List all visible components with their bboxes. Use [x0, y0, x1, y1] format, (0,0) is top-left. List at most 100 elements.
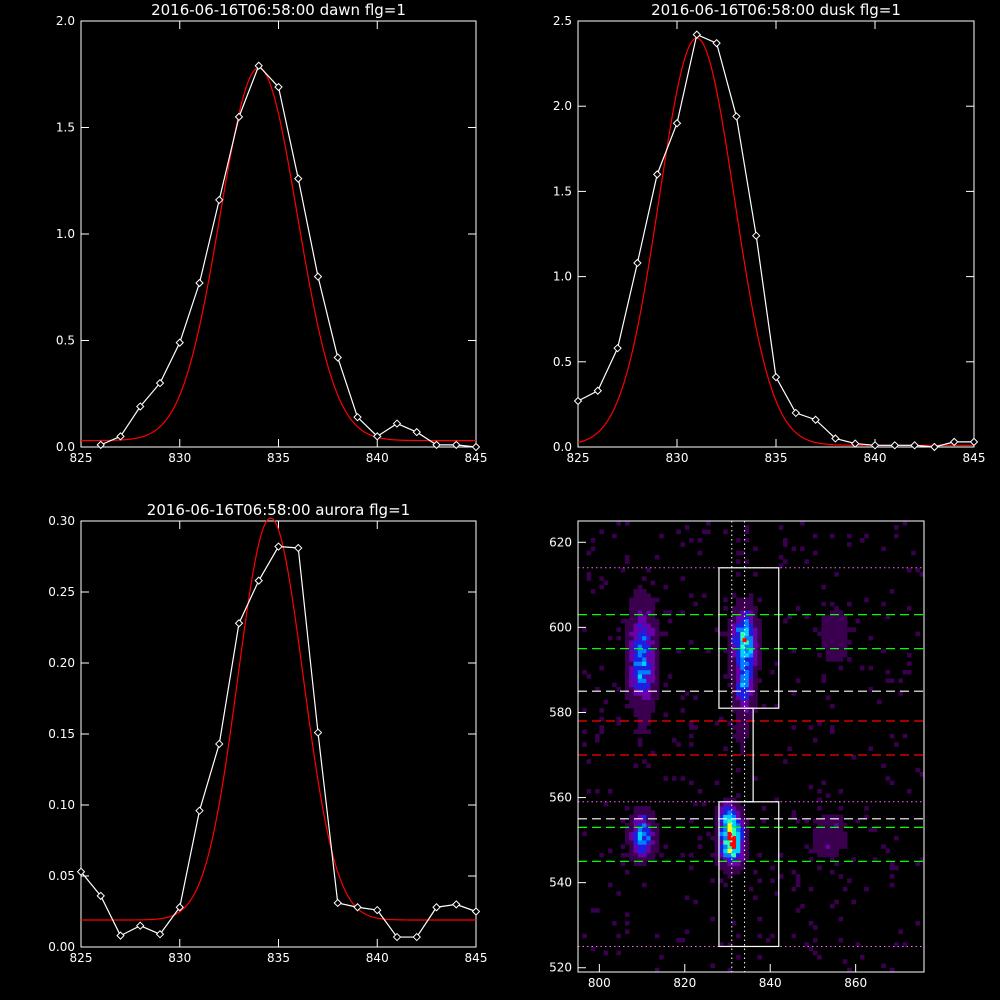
heatmap-cell	[646, 703, 651, 709]
heatmap-cell	[642, 669, 647, 675]
heatmap-cell	[706, 529, 711, 535]
heatmap-cell	[637, 610, 643, 615]
heatmap-cell	[633, 844, 639, 849]
heatmap-cell	[637, 703, 643, 709]
heatmap-cell	[642, 810, 647, 815]
heatmap-cell	[783, 538, 788, 543]
heatmap-cell	[744, 729, 750, 735]
heatmap-cell	[740, 606, 745, 611]
data-point	[313, 272, 323, 281]
heatmap-cell	[714, 835, 720, 841]
heatmap-cell	[642, 716, 647, 722]
heatmap-cell	[629, 648, 634, 654]
heatmap-cell	[838, 937, 844, 943]
heatmap-cell	[740, 737, 745, 743]
y-tick-label: 1.5	[56, 121, 75, 135]
heatmap-cell	[616, 720, 622, 726]
heatmap-cell	[633, 674, 639, 679]
heatmap-cell	[830, 848, 835, 854]
heatmap-cell	[642, 827, 647, 832]
heatmap-cell	[624, 682, 630, 688]
heatmap-cell	[633, 763, 639, 769]
heatmap-cell	[727, 801, 733, 807]
heatmap-cell	[902, 669, 908, 675]
heatmap-cell	[624, 835, 630, 841]
heatmap-cell	[684, 525, 690, 530]
heatmap-cell	[825, 848, 831, 854]
heatmap-cell	[736, 865, 741, 871]
heatmap-cell	[637, 857, 643, 862]
heatmap-cell	[736, 610, 741, 615]
heatmap-cell	[650, 614, 656, 620]
heatmap-cell	[646, 810, 651, 815]
heatmap-cell	[740, 818, 745, 824]
heatmap-cell	[646, 857, 651, 862]
heatmap-cell	[731, 840, 737, 845]
heatmap-cell	[812, 737, 818, 743]
heatmap-cell	[723, 597, 728, 603]
heatmap-cell	[864, 886, 869, 892]
heatmap-cell	[808, 848, 814, 854]
heatmap-cell	[731, 733, 737, 739]
heatmap-cell	[834, 844, 839, 849]
heatmap-cell	[753, 614, 758, 620]
heatmap-cell	[731, 708, 737, 713]
heatmap-cell	[693, 601, 698, 607]
heatmap-cell	[830, 831, 835, 837]
heatmap-cell	[642, 631, 647, 637]
heatmap-cell	[906, 652, 912, 658]
heatmap-cell	[812, 827, 818, 832]
heatmap-cell	[616, 635, 622, 641]
heatmap-cell	[646, 674, 651, 679]
heatmap-cell	[718, 852, 724, 858]
heatmap-cell	[642, 848, 647, 854]
heatmap-cell	[731, 610, 737, 615]
x-tick-label: 835	[765, 451, 788, 465]
heatmap-cell	[825, 818, 831, 824]
heatmap-cell	[812, 950, 818, 956]
heatmap-cell	[889, 967, 895, 973]
heatmap-cell	[731, 635, 737, 641]
heatmap-cell	[624, 929, 630, 934]
heatmap-cell	[736, 614, 741, 620]
heatmap-cell	[642, 818, 647, 824]
heatmap-cell	[744, 623, 750, 628]
heatmap-cell	[757, 657, 762, 662]
heatmap-cell	[881, 963, 886, 969]
heatmap-cell	[654, 618, 660, 624]
heatmap-cell	[646, 708, 651, 713]
heatmap-cell	[825, 852, 831, 858]
data-point	[692, 30, 702, 39]
heatmap-cell	[607, 635, 613, 641]
heatmap-cell	[637, 593, 643, 598]
heatmap-cell	[838, 610, 844, 615]
heatmap-cell	[624, 521, 630, 526]
heatmap-cell	[830, 823, 835, 828]
heatmap-cell	[637, 848, 643, 854]
heatmap-cell	[778, 874, 784, 879]
heatmap-cell	[842, 627, 848, 632]
heatmap-cell	[744, 678, 750, 683]
heatmap-cell	[633, 729, 639, 735]
heatmap-cell	[642, 708, 647, 713]
heatmap-cell	[804, 559, 809, 564]
heatmap-cell	[834, 606, 839, 611]
heatmap-cell	[731, 818, 737, 824]
heatmap-cell	[629, 631, 634, 637]
heatmap-cell	[706, 831, 711, 837]
data-point	[333, 898, 342, 908]
heatmap-cell	[629, 657, 634, 662]
heatmap-cell	[748, 674, 754, 679]
heatmap-cell	[736, 737, 741, 743]
heatmap-cell	[624, 631, 630, 637]
heatmap-cell	[740, 810, 745, 815]
heatmap-cell	[731, 699, 737, 705]
heatmap-cell	[774, 797, 780, 803]
heatmap-cell	[740, 640, 745, 645]
heatmap-cell	[885, 776, 891, 781]
heatmap-cell	[757, 631, 762, 637]
heatmap-cell	[753, 869, 758, 875]
heatmap-cell	[740, 550, 745, 556]
heatmap-cell	[847, 627, 852, 632]
heatmap-cell	[624, 691, 630, 696]
